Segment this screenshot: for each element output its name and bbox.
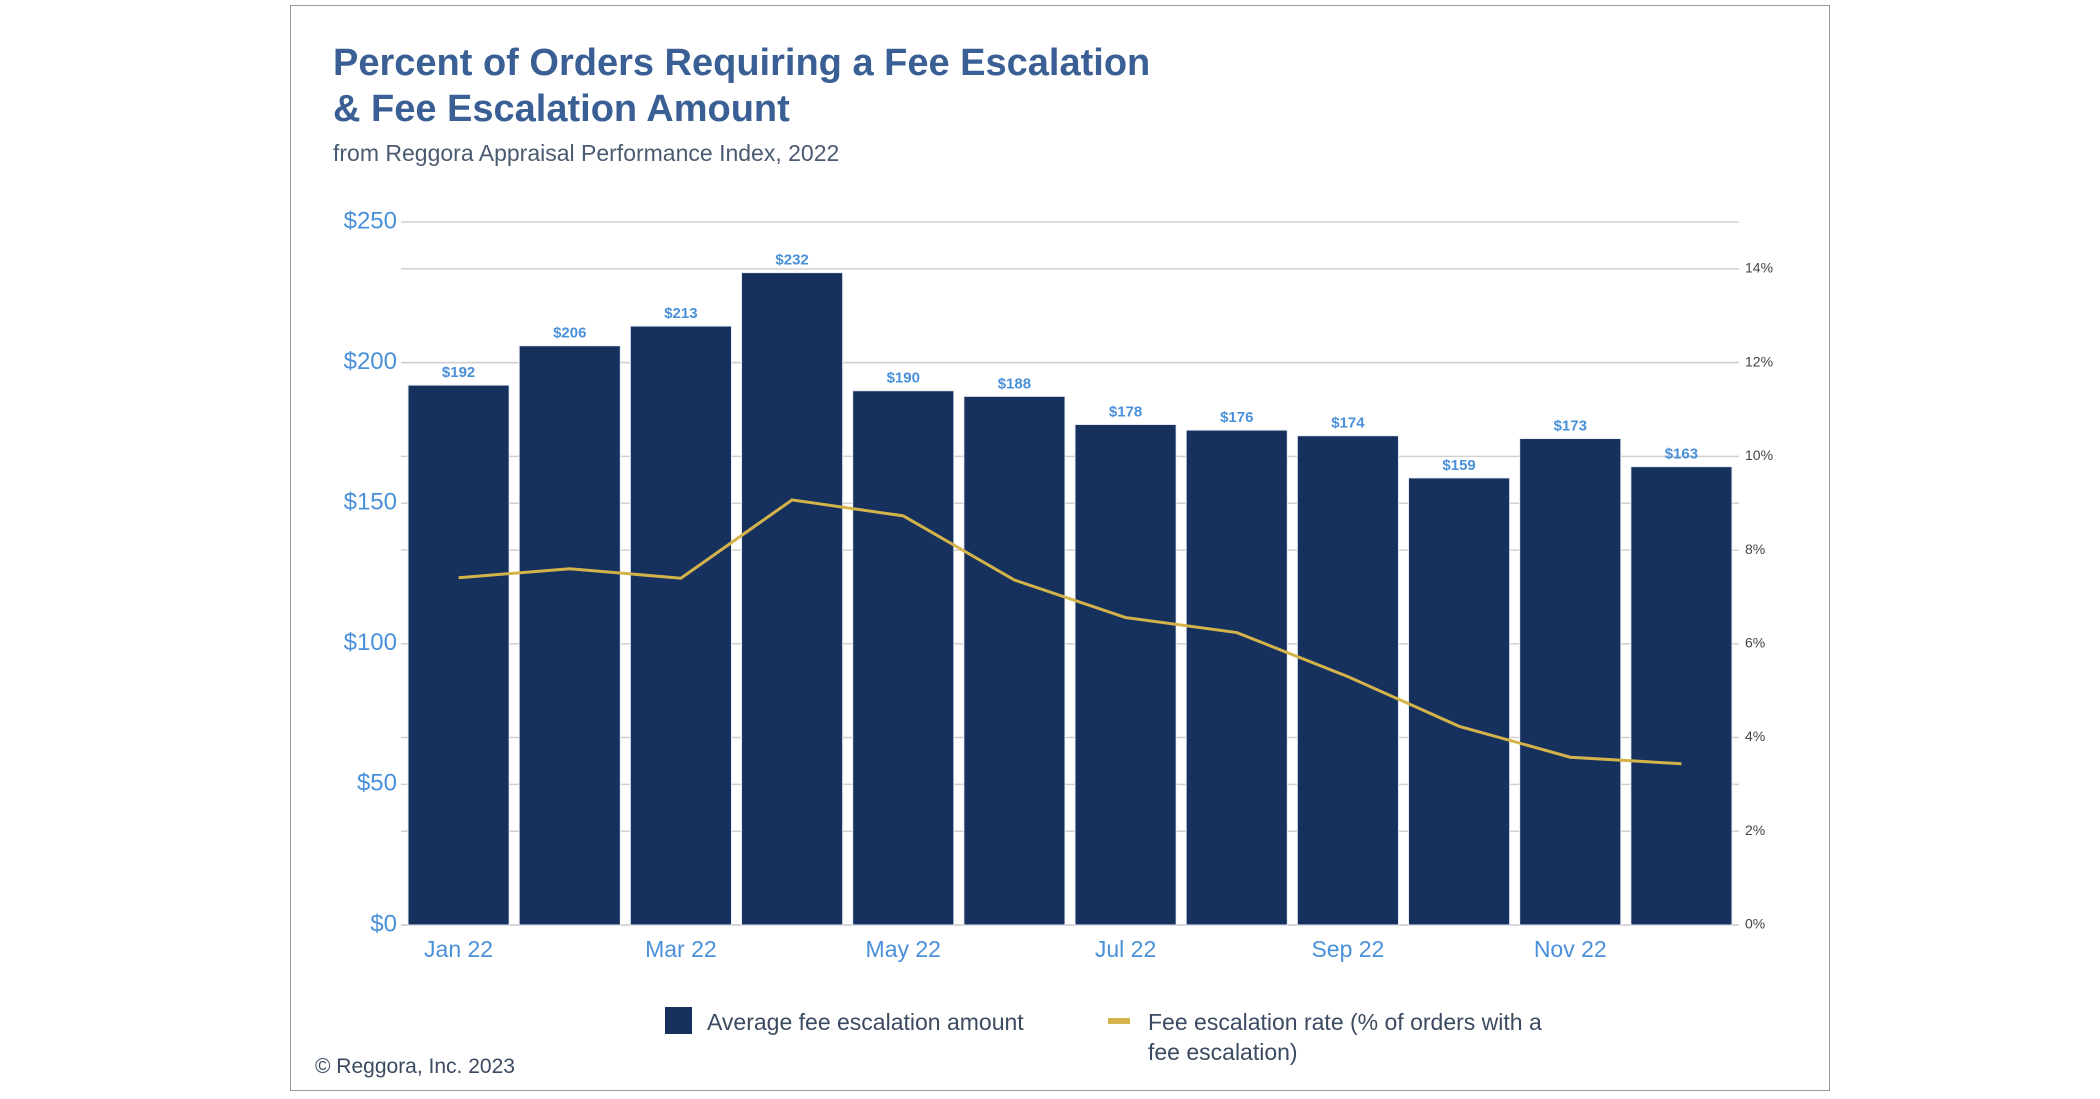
bar — [1185, 429, 1288, 926]
data-label: $190 — [887, 370, 920, 387]
y2-tick-label: 2% — [1745, 822, 1765, 838]
bar — [741, 272, 844, 926]
y-tick-label: $50 — [357, 770, 397, 797]
bar — [629, 325, 732, 926]
x-tick-label: Mar 22 — [645, 936, 717, 962]
data-label: $232 — [775, 252, 808, 269]
y-tick-label: $200 — [344, 348, 397, 375]
data-label: $173 — [1554, 417, 1587, 434]
x-tick-label: Jul 22 — [1095, 936, 1156, 962]
chart-title: Percent of Orders Requiring a Fee Escala… — [333, 42, 1151, 84]
chart-title: & Fee Escalation Amount — [333, 88, 790, 130]
x-tick-label: Sep 22 — [1311, 936, 1384, 962]
x-tick-label: Nov 22 — [1534, 936, 1607, 962]
y2-tick-label: 10% — [1745, 447, 1773, 463]
y-tick-label: $250 — [344, 207, 397, 234]
y2-tick-label: 8% — [1745, 541, 1765, 557]
y-tick-label: $100 — [344, 629, 397, 656]
legend-label: Average fee escalation amount — [707, 1009, 1024, 1035]
x-tick-label: Jan 22 — [424, 936, 493, 962]
data-label: $188 — [998, 375, 1031, 392]
bar — [1296, 435, 1399, 926]
data-label: $174 — [1331, 415, 1365, 432]
bar — [852, 390, 955, 926]
legend-swatch — [665, 1007, 692, 1034]
y2-tick-label: 6% — [1745, 635, 1765, 651]
data-label: $176 — [1220, 409, 1253, 426]
line — [458, 498, 1682, 766]
data-label: $159 — [1442, 457, 1475, 474]
legend-label: Fee escalation rate (% of orders with a … — [1148, 1009, 1542, 1065]
bar — [1074, 423, 1177, 926]
bar — [1519, 438, 1622, 926]
frame — [290, 5, 1830, 1091]
y2-tick-label: 12% — [1745, 353, 1773, 369]
data-label: $178 — [1109, 403, 1142, 420]
data-label: $192 — [442, 364, 475, 381]
y-tick-label: $150 — [344, 489, 397, 516]
footnote: © Reggora, Inc. 2023 — [315, 1055, 515, 1078]
bar — [407, 384, 510, 926]
bar — [518, 345, 621, 926]
bar — [1408, 477, 1511, 926]
data-label: $206 — [553, 325, 586, 342]
y2-tick-label: 0% — [1745, 916, 1765, 932]
y2-tick-label: 14% — [1745, 260, 1773, 276]
data-label: $163 — [1665, 446, 1698, 463]
data-label: $213 — [664, 305, 697, 322]
x-tick-label: May 22 — [866, 936, 941, 962]
chart-subtitle: from Reggora Appraisal Performance Index… — [333, 140, 840, 166]
bar — [1630, 466, 1733, 926]
y2-tick-label: 4% — [1745, 728, 1765, 744]
bar — [963, 395, 1066, 926]
y-tick-label: $0 — [370, 910, 397, 937]
